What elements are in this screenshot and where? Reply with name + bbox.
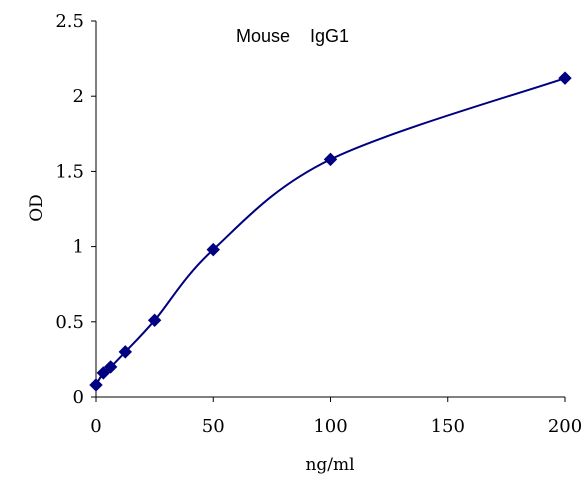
x-tick-label: 150 (431, 416, 465, 437)
labels-layer: Mouse IgG1 ng/ml OD (27, 26, 355, 475)
data-point-marker (206, 242, 220, 257)
y-tick-label: 2 (73, 86, 84, 107)
data-point-marker (147, 313, 162, 328)
data-point-marker (323, 152, 338, 167)
y-tick-label: 1 (73, 237, 84, 258)
x-tick-label: 0 (90, 416, 101, 437)
y-tick-label: 1.5 (55, 161, 84, 182)
data-point-marker (89, 378, 103, 392)
data-point-marker (558, 71, 572, 85)
data-point-marker (96, 366, 111, 380)
x-tick-label: 100 (313, 416, 347, 437)
data-point-marker (118, 345, 133, 359)
series-layer (89, 71, 572, 392)
x-tick-label: 200 (548, 416, 582, 437)
y-tick-label: 2.5 (55, 11, 84, 32)
chart-title: Mouse IgG1 (236, 26, 349, 46)
y-tick-label: 0 (73, 387, 84, 408)
data-point-marker (103, 360, 118, 374)
y-tick-label: 0.5 (55, 312, 84, 333)
axes: 0 0.5 1 1.5 2 2.5 0 50 100 150 200 (55, 11, 582, 437)
series-line (95, 77, 566, 386)
x-axis-label: ng/ml (305, 455, 354, 475)
y-axis-label: OD (27, 194, 47, 222)
x-tick-label: 50 (202, 416, 225, 437)
